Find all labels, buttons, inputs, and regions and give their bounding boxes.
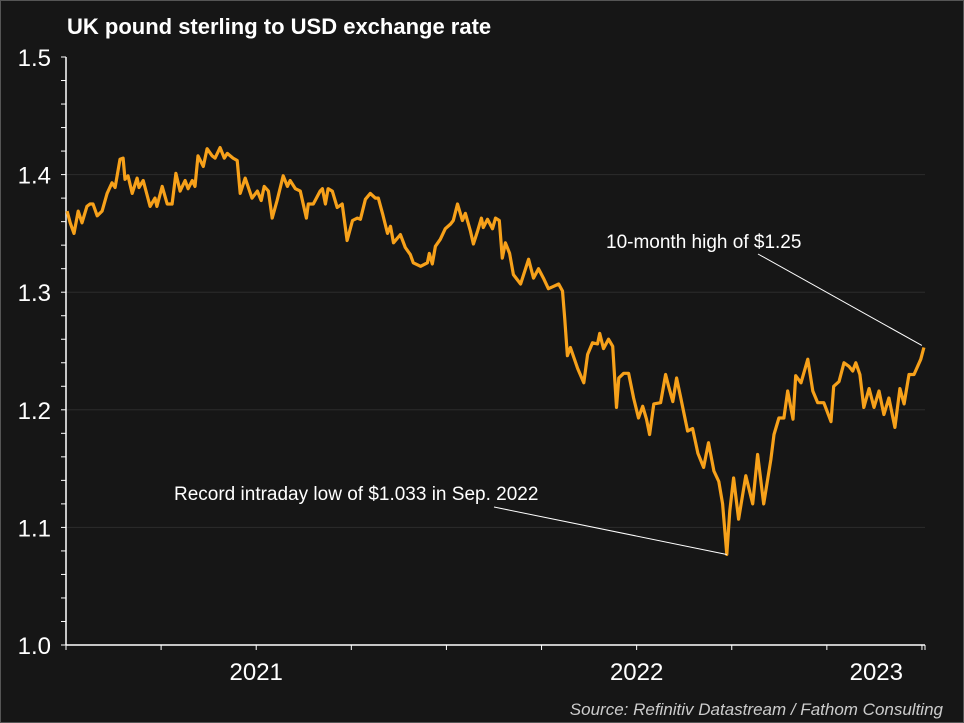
series-line	[65, 146, 926, 556]
chart-title: UK pound sterling to USD exchange rate	[67, 14, 491, 39]
x-tick-label: 2021	[230, 659, 283, 686]
x-tick-label: 2022	[610, 659, 663, 686]
annotation-10-month-high: 10-month high of $1.25	[606, 232, 801, 253]
y-axis: 1.0 1.1 1.2 1.3 1.4 1.5	[18, 45, 67, 660]
y-tick-label: 1.1	[18, 515, 51, 542]
source-note: Source: Refinitiv Datastream / Fathom Co…	[570, 700, 944, 719]
series-gbp-usd	[65, 146, 926, 556]
y-tick-label: 1.3	[18, 280, 51, 307]
y-tick-label: 1.4	[18, 163, 51, 190]
y-tick-label: 1.0	[18, 633, 51, 660]
y-tick-label: 1.2	[18, 398, 51, 425]
annotation-record-low: Record intraday low of $1.033 in Sep. 20…	[174, 484, 538, 505]
y-tick-label: 1.5	[18, 45, 51, 72]
annotation-leader-high	[757, 253, 923, 346]
annotation-leader-low	[493, 506, 727, 555]
x-axis: 2021 2022 2023	[65, 644, 926, 686]
gridlines	[66, 174, 925, 528]
x-tick-label: 2023	[850, 659, 903, 686]
annotations: 10-month high of $1.25 Record intraday l…	[174, 232, 923, 555]
